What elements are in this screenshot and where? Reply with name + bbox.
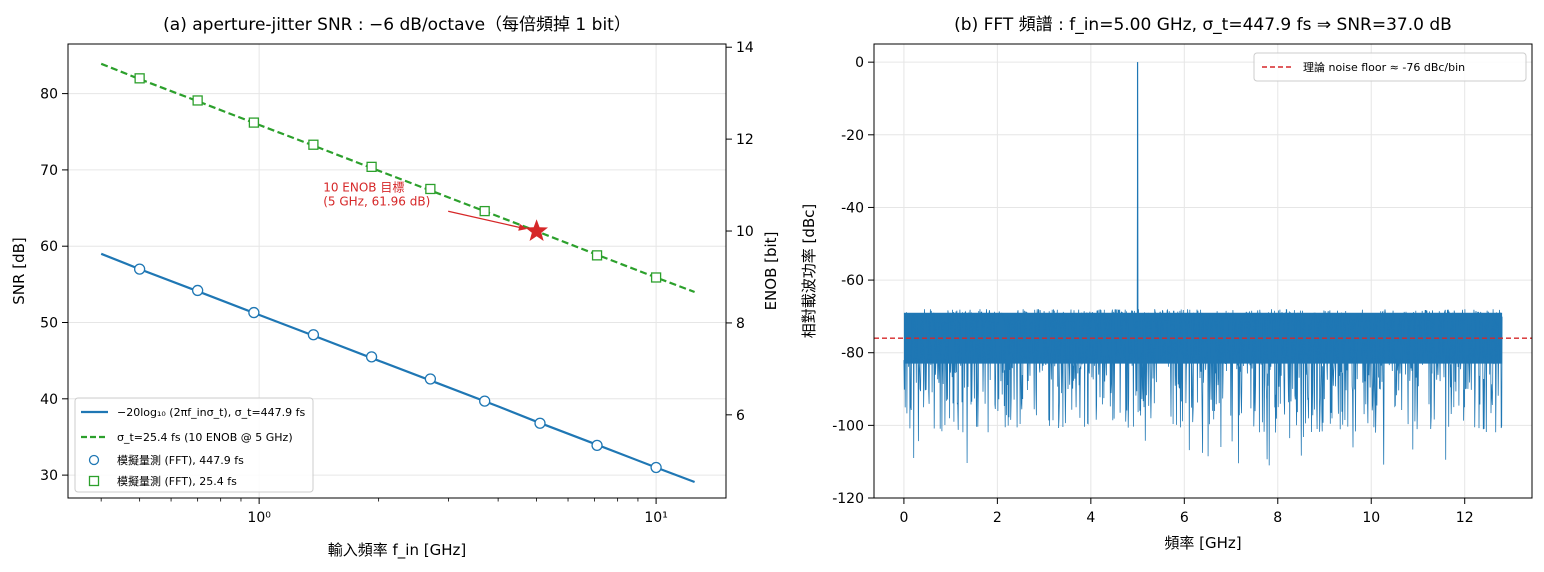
y-tick-label: -20 (841, 128, 864, 144)
left-series-markers (133, 73, 662, 474)
data-point-circle (133, 263, 146, 275)
data-point-square (479, 205, 490, 217)
data-point-circle (424, 373, 437, 385)
left-plot-frame (67, 43, 727, 499)
enob-target-annotation: 10 ENOB 目標 (5 GHz, 61.96 dB) (323, 180, 549, 241)
x-tick-label: 8 (1273, 510, 1282, 526)
y-tick-label: -120 (832, 491, 864, 507)
data-point-square (248, 117, 260, 128)
data-point-circle (307, 329, 320, 341)
right-legend-box (1253, 52, 1527, 82)
y-tick-label: 30 (40, 468, 58, 484)
left-legend: −20log₁₀ (2πf_inσ_t), σ_t=447.9 fs σ_t=2… (74, 397, 314, 493)
legend-label: 模擬量測 (FFT), 25.4 fs (117, 474, 237, 488)
left-chart-title: (a) aperture-jitter SNR : −6 dB/octave（每… (163, 15, 631, 35)
data-point-circle (248, 306, 260, 319)
y-tick-label: -80 (841, 346, 864, 362)
legend-label: σ_t=25.4 fs (10 ENOB @ 5 GHz) (117, 431, 293, 444)
y-tick-label: 80 (40, 87, 58, 103)
y-tick-label: 50 (40, 316, 58, 332)
data-point-circle (479, 395, 491, 407)
series-line-0 (100, 252, 695, 484)
x-tick-label: 10⁰ (247, 510, 271, 526)
y-tick-label: -100 (832, 418, 864, 434)
right-x-axis-label: 頻率 [GHz] (1164, 534, 1241, 552)
y-tick-label: 0 (855, 55, 864, 71)
x-tick-label: 2 (993, 510, 1002, 526)
x-tick-label: 6 (1180, 510, 1189, 526)
left-x-ticks: 10⁰ 10¹ (100, 498, 668, 526)
left-y-ticks: 30 40 50 60 70 80 (40, 87, 68, 484)
legend-item-fft-447: 模擬量測 (FFT), 447.9 fs (88, 453, 244, 467)
right-x-ticks: 0 2 4 6 8 10 12 (899, 498, 1474, 526)
left-y2-axis-label: ENOB [bit] (762, 232, 780, 311)
data-point-square (134, 73, 145, 84)
data-point-square (308, 139, 319, 150)
right-y-ticks: 0 -20 -40 -60 -80 -100 -120 (832, 55, 874, 507)
spectrum-line (903, 62, 1503, 466)
legend-label: 模擬量測 (FFT), 447.9 fs (117, 453, 244, 467)
y2-tick-label: 14 (736, 40, 754, 56)
annotation-text-line1: 10 ENOB 目標 (323, 180, 404, 194)
left-y-axis-label: SNR [dB] (10, 237, 28, 304)
right-y-axis-label: 相對載波功率 [dBc] (800, 204, 818, 339)
data-point-square (591, 250, 603, 261)
annotation-arrowhead (518, 223, 527, 231)
right-chart-title: (b) FFT 頻譜 : f_in=5.00 GHz, σ_t=447.9 fs… (954, 15, 1452, 35)
y2-tick-label: 8 (736, 316, 745, 332)
left-x-axis-label: 輸入頻率 f_in [GHz] (328, 541, 466, 560)
data-point-square (650, 272, 662, 283)
left-legend-box (74, 397, 314, 493)
y-tick-label: 40 (40, 392, 58, 408)
target-star-marker (525, 219, 549, 241)
snr-chart: 10 ENOB 目標 (5 GHz, 61.96 dB) 10⁰ 10¹ 30 40… (10, 15, 780, 560)
x-tick-label: 10¹ (644, 510, 667, 526)
right-legend: 理論 noise floor ≈ -76 dBc/bin (1253, 52, 1527, 82)
x-tick-label: 12 (1456, 510, 1474, 526)
legend-label-noise-floor: 理論 noise floor ≈ -76 dBc/bin (1303, 60, 1465, 74)
data-point-circle (365, 351, 378, 363)
fft-spectrum-chart: 0 2 4 6 8 10 12 0 -20 -40 -60 -80 -100 -120 (b) FFT … (800, 15, 1533, 552)
annotation-text-line2: (5 GHz, 61.96 dB) (323, 194, 430, 208)
y-tick-label: 70 (40, 163, 58, 179)
left-series-lines (100, 62, 695, 484)
legend-item-fft-25: 模擬量測 (FFT), 25.4 fs (88, 474, 237, 488)
annotation-arrow (448, 210, 522, 229)
right-plot-frame (873, 43, 1533, 499)
legend-item-jitter-25: σ_t=25.4 fs (10 ENOB @ 5 GHz) (81, 431, 293, 444)
fft-spectrum-trace (903, 62, 1503, 466)
y2-tick-label: 12 (736, 132, 754, 148)
y2-tick-label: 6 (736, 408, 745, 424)
x-tick-label: 0 (899, 510, 908, 526)
legend-item-jitter-447: −20log₁₀ (2πf_inσ_t), σ_t=447.9 fs (81, 406, 306, 419)
data-point-square (425, 183, 436, 195)
data-point-square (366, 161, 377, 172)
series-line-1 (100, 62, 695, 294)
left-y2-ticks: 6 8 10 12 14 (726, 40, 754, 424)
x-tick-label: 10 (1362, 510, 1380, 526)
x-tick-label: 4 (1086, 510, 1095, 526)
legend-label: −20log₁₀ (2πf_inσ_t), σ_t=447.9 fs (117, 406, 306, 419)
y2-tick-label: 10 (736, 224, 754, 240)
y-tick-label: -60 (841, 273, 864, 289)
data-point-circle (191, 284, 204, 297)
y-tick-label: 60 (40, 239, 58, 255)
data-point-circle (534, 417, 546, 429)
data-point-square (192, 95, 203, 106)
data-point-circle (650, 461, 662, 474)
data-point-circle (591, 439, 603, 452)
y-tick-label: -40 (841, 200, 864, 216)
